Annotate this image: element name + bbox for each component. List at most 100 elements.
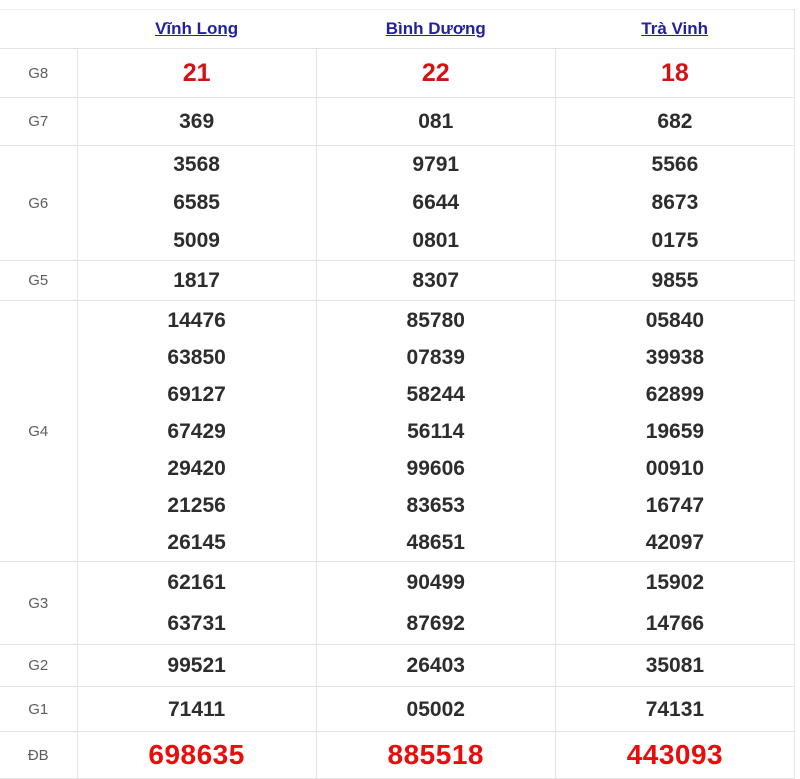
prize-cell: 18 — [554, 48, 795, 98]
prize-number: 85780 — [406, 308, 465, 332]
prize-cell: 74131 — [554, 686, 795, 732]
prize-cell: 71411 — [76, 686, 317, 732]
prize-number: 99521 — [167, 654, 226, 677]
prize-number: 35081 — [645, 654, 705, 677]
prize-cell: 14476 63850 69127 67429 29420 21256 26145 — [76, 300, 317, 562]
prize-cell: 26403 — [315, 644, 556, 687]
prize-number: 42097 — [645, 530, 705, 554]
prize-number: 9791 — [412, 153, 460, 176]
prize-row-g5: G5 1817 8307 9855 — [0, 260, 795, 301]
prize-cell: 05840 39938 62899 19659 00910 16747 42097 — [554, 300, 795, 562]
prize-cell: 1817 — [76, 260, 317, 301]
prize-number: 6644 — [412, 191, 460, 214]
prize-cell: 21 — [76, 48, 317, 98]
province-link-vinh-long[interactable]: Vĩnh Long — [155, 19, 239, 38]
prize-label: G8 — [0, 48, 78, 98]
prize-number: 74131 — [645, 697, 705, 721]
prize-cell: 9791 6644 0801 — [315, 145, 556, 261]
prize-number: 99606 — [406, 456, 465, 480]
header-cell-vinh-long: Vĩnh Long — [77, 9, 317, 49]
prize-cell: 62161 63731 — [76, 561, 317, 645]
prize-number: 00910 — [645, 456, 705, 480]
prize-label: G2 — [0, 644, 78, 687]
province-header-row: Vĩnh Long Bình Dương Trà Vinh — [0, 9, 795, 49]
header-cell-binh-duong: Bình Dương — [316, 9, 556, 49]
prize-row-g7: G7 369 081 682 — [0, 97, 795, 146]
prize-number: 6585 — [173, 191, 220, 214]
prize-number: 48651 — [406, 530, 465, 554]
prize-number: 3568 — [173, 153, 220, 176]
prize-number: 0801 — [412, 229, 460, 252]
prize-number: 885518 — [387, 739, 484, 770]
prize-number: 67429 — [167, 419, 226, 443]
prize-number: 18 — [661, 59, 689, 87]
prize-cell: 443093 — [554, 731, 795, 779]
prize-number: 56114 — [407, 419, 465, 443]
prize-number: 443093 — [626, 739, 724, 770]
prize-number: 1817 — [173, 269, 220, 292]
prize-row-g2: G2 99521 26403 35081 — [0, 644, 795, 687]
prize-number: 58244 — [406, 382, 465, 406]
prize-number: 8673 — [651, 191, 699, 214]
prize-number: 62899 — [645, 382, 705, 406]
prize-number: 05840 — [645, 308, 705, 332]
prize-number: 63850 — [167, 345, 226, 369]
prize-label: G3 — [0, 561, 78, 645]
prize-number: 90499 — [406, 571, 465, 594]
prize-row-db: ĐB 698635 885518 443093 — [0, 731, 795, 779]
prize-cell: 35081 — [554, 644, 795, 687]
prize-number: 5009 — [173, 229, 220, 252]
prize-number: 19659 — [645, 419, 705, 443]
prize-number: 71411 — [167, 697, 226, 721]
prize-cell: 22 — [315, 48, 556, 98]
prize-row-g4: G4 14476 63850 69127 67429 29420 21256 26145 857… — [0, 300, 795, 562]
prize-cell: 9855 — [554, 260, 795, 301]
prize-number: 14476 — [167, 308, 226, 332]
prize-cell: 682 — [554, 97, 795, 146]
prize-cell: 081 — [315, 97, 556, 146]
prize-number: 16747 — [645, 493, 705, 517]
results-body: G8 21 22 18 G7 369 081 682 G6 3568 6585 5009 9791 664… — [0, 48, 795, 779]
prize-cell: 698635 — [76, 731, 317, 779]
prize-number: 14766 — [645, 612, 705, 635]
prize-row-g6: G6 3568 6585 5009 9791 6644 0801 5566 8673 0175 — [0, 145, 795, 261]
prize-number: 369 — [179, 110, 215, 133]
prize-number: 8307 — [412, 269, 460, 292]
prize-number: 0175 — [651, 229, 699, 252]
prize-cell: 85780 07839 58244 56114 99606 83653 48651 — [315, 300, 556, 562]
header-cell-tra-vinh: Trà Vinh — [555, 9, 795, 49]
prize-cell: 05002 — [315, 686, 556, 732]
prize-number: 15902 — [645, 571, 705, 594]
prize-row-g3: G3 62161 63731 90499 87692 15902 14766 — [0, 561, 795, 645]
prize-label: G1 — [0, 686, 78, 732]
prize-number: 9855 — [651, 269, 699, 292]
prize-label: G5 — [0, 260, 78, 301]
prize-label: G6 — [0, 145, 78, 261]
prize-number: 29420 — [167, 456, 226, 480]
prize-label: G7 — [0, 97, 78, 146]
prize-number: 21 — [182, 59, 211, 87]
top-spacer — [0, 0, 800, 9]
prize-number: 682 — [657, 110, 693, 133]
prize-cell: 885518 — [315, 731, 556, 779]
prize-cell: 8307 — [315, 260, 556, 301]
province-link-binh-duong[interactable]: Bình Dương — [385, 19, 486, 38]
prize-number: 5566 — [651, 153, 699, 176]
prize-row-g8: G8 21 22 18 — [0, 48, 795, 98]
header-corner-cell — [0, 9, 78, 49]
prize-number: 69127 — [167, 382, 226, 406]
prize-label: ĐB — [0, 731, 78, 779]
prize-number: 081 — [418, 110, 454, 133]
prize-cell: 5566 8673 0175 — [554, 145, 795, 261]
prize-number: 26403 — [406, 654, 465, 677]
prize-number: 39938 — [645, 345, 705, 369]
province-link-tra-vinh[interactable]: Trà Vinh — [641, 19, 709, 38]
prize-number: 21256 — [167, 493, 226, 517]
prize-number: 62161 — [167, 571, 226, 594]
prize-number: 698635 — [148, 739, 245, 770]
prize-label: G4 — [0, 300, 78, 562]
prize-number: 05002 — [406, 697, 465, 721]
prize-cell: 15902 14766 — [554, 561, 795, 645]
prize-number: 26145 — [167, 530, 226, 554]
